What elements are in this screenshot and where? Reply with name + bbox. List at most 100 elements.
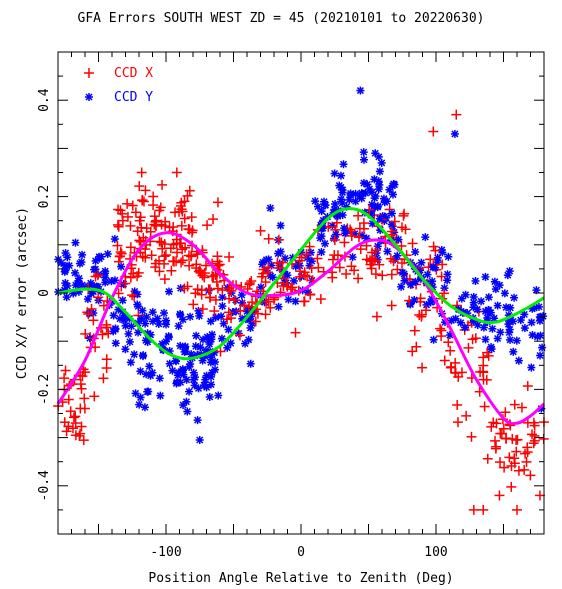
ccd-y-point [375, 167, 384, 176]
ccd-y-point [186, 360, 195, 369]
ccd-y-point [422, 300, 431, 309]
ccd-y-point [126, 358, 135, 367]
ccd-y-point [168, 366, 177, 375]
ccd-y-point [194, 306, 203, 315]
ccd-y-point [124, 329, 133, 338]
ccd-x-point [80, 367, 91, 378]
ccd-y-point [142, 370, 151, 379]
ccd-y-point [389, 179, 398, 188]
ccd-x-point [483, 350, 494, 361]
ccd-x-point [371, 311, 382, 322]
ccd-y-point [276, 247, 285, 256]
ccd-y-point [444, 252, 453, 261]
ccd-y-point [77, 258, 86, 267]
ccd-x-point [452, 399, 463, 410]
ccd-x-point [203, 284, 214, 295]
ccd-y-point [274, 302, 283, 311]
ccd-x-point [527, 429, 538, 440]
ccd-y-point [101, 267, 110, 276]
ccd-y-point [500, 289, 509, 298]
ccd-y-point [375, 214, 384, 223]
ccd-x-point [113, 221, 124, 232]
ccd-y-point [138, 306, 147, 315]
ccd-x-point [370, 269, 381, 280]
ccd-x-point [168, 221, 179, 232]
ccd-x-point [388, 256, 399, 267]
ccd-y-point [471, 276, 480, 285]
ccd-x-point [506, 481, 517, 492]
ccd-y-point [111, 325, 120, 334]
ccd-x-point [226, 313, 237, 324]
ccd-x-point [386, 269, 397, 280]
ccd-x-point [122, 198, 133, 209]
ccd-y-point [103, 249, 112, 258]
ccd-y-point [62, 293, 71, 302]
ccd-y-point [423, 270, 432, 279]
ccd-x-point [255, 225, 266, 236]
ccd-x-point [160, 250, 171, 261]
ccd-y-point [165, 359, 174, 368]
ccd-y-point [340, 224, 349, 233]
ccd-x-point [331, 217, 342, 228]
ccd-x-point [512, 504, 522, 515]
ccd-y-point [394, 235, 403, 244]
ccd-x-point [494, 490, 505, 501]
ccd-x-point [521, 456, 532, 467]
ccd-y-point [284, 295, 293, 304]
ccd-x-point [312, 253, 323, 264]
ccd-x-point [296, 252, 307, 263]
ccd-x-point [263, 296, 274, 307]
ccd-x-point [182, 190, 193, 201]
ccd-x-point [499, 462, 510, 473]
ccd-x-point [509, 458, 520, 469]
ccd-x-point [200, 260, 211, 271]
ccd-x-point [436, 325, 447, 336]
ccd-x-point [166, 265, 177, 276]
ccd-x-point [183, 224, 194, 235]
ccd-y-point [336, 171, 345, 180]
ccd-y-point [125, 337, 134, 346]
ccd-x-point [157, 179, 168, 190]
ccd-y-point [218, 302, 227, 311]
ccd-x-point [125, 242, 136, 253]
ccd-x-point [304, 241, 315, 252]
ccd-x-point [529, 420, 540, 431]
ccd-x-point [67, 423, 78, 434]
ccd-x-point [154, 205, 165, 216]
ccd-x-point [188, 299, 199, 310]
ccd-y-point [400, 276, 409, 285]
ccd-x-point [184, 260, 195, 271]
ccd-y-point [176, 310, 185, 319]
ccd-y-point [306, 248, 315, 257]
ccd-x-point [135, 212, 146, 223]
ccd-x-point [226, 285, 237, 296]
chart-title: GFA Errors SOUTH WEST ZD = 45 (20210101 … [78, 11, 485, 26]
y-axis-label: CCD X/Y error (arcsec) [15, 207, 30, 379]
ccd-y-point [196, 343, 205, 352]
ccd-x-point [274, 263, 285, 274]
ccd-y-point [226, 339, 235, 348]
ccd-x-point [263, 262, 274, 273]
ccd-x-point [78, 435, 89, 446]
ccd-x-point [516, 402, 527, 413]
ccd-x-point [185, 251, 196, 262]
ccd-x-point [179, 213, 190, 224]
ccd-x-point [451, 109, 462, 120]
ccd-x-point [509, 399, 520, 410]
ccd-x-point [146, 250, 157, 261]
ccd-x-point [191, 263, 202, 274]
ccd-y-point [429, 335, 438, 344]
ccd-x-point [186, 212, 197, 223]
ccd-x-point [183, 250, 194, 261]
ccd-x-point [519, 464, 530, 475]
ccd-y-point [536, 351, 545, 360]
ccd-y-point [154, 319, 163, 328]
ccd-x-point [479, 401, 490, 412]
ccd-y-point [373, 202, 382, 211]
ccd-x-point [397, 222, 408, 233]
ccd-y-point [538, 343, 547, 352]
ccd-x-point [278, 281, 289, 292]
ccd-x-point [59, 373, 70, 384]
ccd-x-point [467, 334, 478, 345]
ccd-y-point [186, 312, 195, 321]
